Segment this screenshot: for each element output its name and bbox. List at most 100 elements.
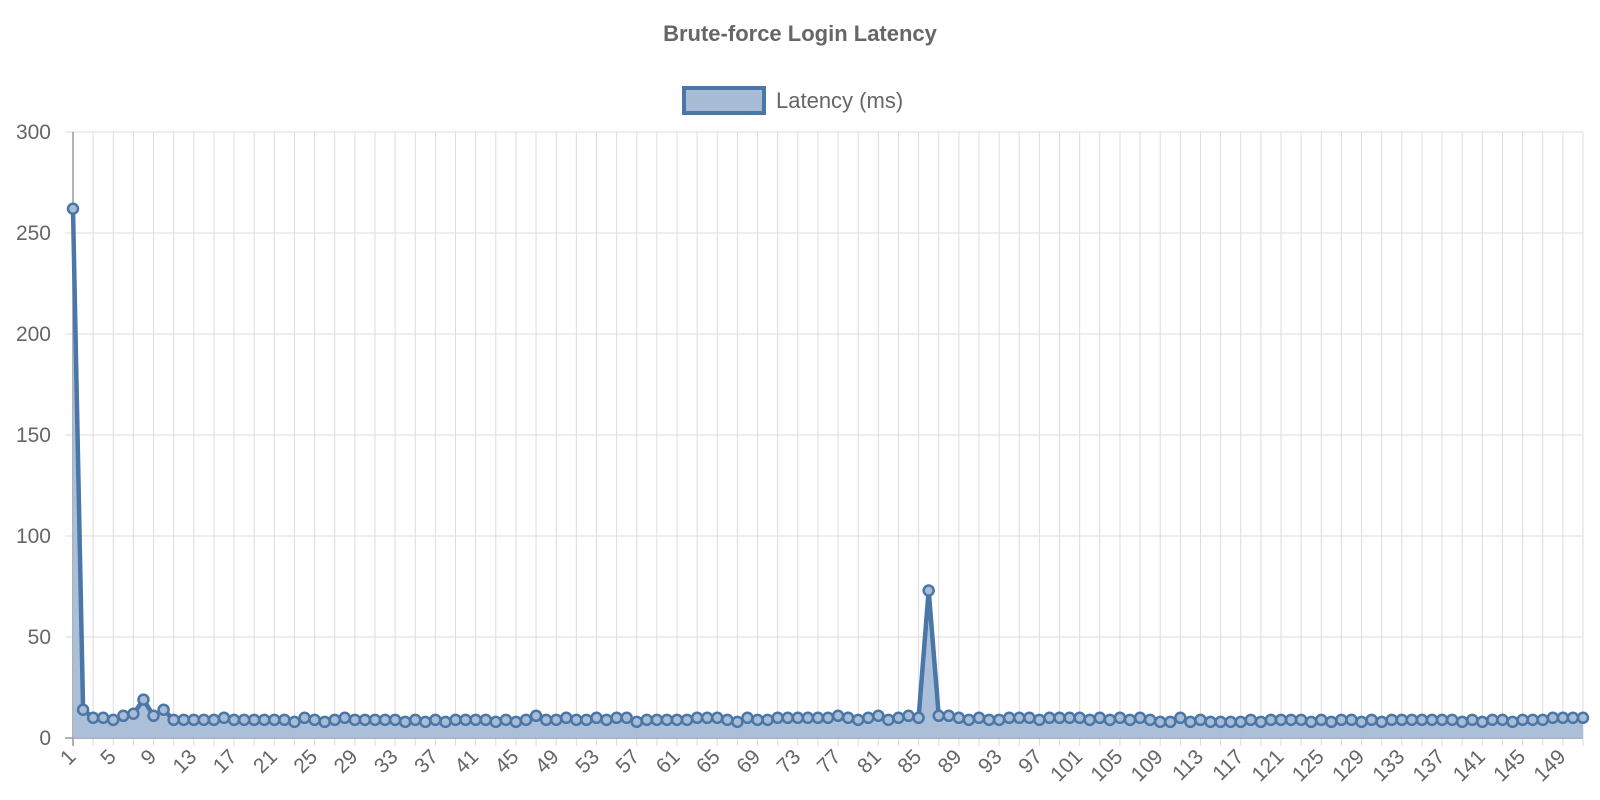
data-point[interactable] xyxy=(1244,713,1258,727)
data-point[interactable] xyxy=(1405,713,1419,727)
data-point[interactable] xyxy=(821,711,835,725)
data-point[interactable] xyxy=(549,713,563,727)
data-point[interactable] xyxy=(227,713,241,727)
data-point[interactable] xyxy=(378,713,392,727)
data-point[interactable] xyxy=(580,713,593,727)
data-point[interactable] xyxy=(1274,713,1288,727)
data-point[interactable] xyxy=(1143,713,1157,727)
data-point[interactable] xyxy=(1496,713,1509,727)
data-point[interactable] xyxy=(76,703,90,716)
data-point[interactable] xyxy=(1204,715,1217,729)
data-point[interactable] xyxy=(308,713,321,727)
data-point[interactable] xyxy=(570,713,583,727)
data-point[interactable] xyxy=(1304,715,1318,729)
data-point[interactable] xyxy=(409,713,422,727)
data-point[interactable] xyxy=(1023,711,1036,725)
data-point[interactable] xyxy=(791,711,805,725)
data-point[interactable] xyxy=(66,202,80,216)
data-point[interactable] xyxy=(731,715,744,729)
data-point[interactable] xyxy=(96,711,110,725)
data-point[interactable] xyxy=(1043,711,1056,725)
data-point[interactable] xyxy=(1576,711,1590,725)
data-point[interactable] xyxy=(348,713,362,727)
data-point[interactable] xyxy=(86,711,100,725)
data-point[interactable] xyxy=(1546,711,1560,725)
data-point[interactable] xyxy=(912,711,925,725)
data-point[interactable] xyxy=(1164,715,1177,729)
data-point[interactable] xyxy=(258,713,271,727)
data-point[interactable] xyxy=(992,713,1006,727)
data-point[interactable] xyxy=(449,713,462,727)
data-point[interactable] xyxy=(268,713,281,727)
data-point[interactable] xyxy=(459,713,472,727)
data-point[interactable] xyxy=(278,713,291,727)
data-point[interactable] xyxy=(862,711,875,725)
data-point[interactable] xyxy=(680,713,694,727)
data-point[interactable] xyxy=(1214,715,1227,729)
data-point[interactable] xyxy=(761,713,774,727)
data-point[interactable] xyxy=(1113,711,1127,725)
data-point[interactable] xyxy=(137,693,150,706)
data-point[interactable] xyxy=(489,715,503,729)
data-point[interactable] xyxy=(1153,715,1167,729)
data-point[interactable] xyxy=(1294,713,1308,727)
data-point[interactable] xyxy=(811,711,825,725)
data-point[interactable] xyxy=(650,713,664,727)
data-point[interactable] xyxy=(1264,713,1278,727)
data-point[interactable] xyxy=(157,703,170,716)
data-point[interactable] xyxy=(721,713,734,727)
data-point[interactable] xyxy=(217,711,231,725)
data-point[interactable] xyxy=(711,711,724,725)
data-point[interactable] xyxy=(922,584,935,597)
data-point[interactable] xyxy=(358,713,372,727)
data-point[interactable] xyxy=(1234,715,1247,729)
data-point[interactable] xyxy=(1325,715,1338,729)
data-point[interactable] xyxy=(781,711,794,725)
data-point[interactable] xyxy=(1355,715,1368,729)
data-point[interactable] xyxy=(560,711,573,725)
data-point[interactable] xyxy=(801,711,815,725)
data-point[interactable] xyxy=(1123,713,1137,727)
data-point[interactable] xyxy=(509,715,523,729)
data-point[interactable] xyxy=(1466,713,1479,727)
data-point[interactable] xyxy=(1194,713,1207,727)
data-point[interactable] xyxy=(1365,713,1378,727)
data-point[interactable] xyxy=(519,713,533,727)
data-point[interactable] xyxy=(1566,711,1580,725)
data-point[interactable] xyxy=(952,711,966,725)
data-point[interactable] xyxy=(439,715,452,729)
data-point[interactable] xyxy=(318,715,331,729)
data-point[interactable] xyxy=(620,711,633,725)
data-point[interactable] xyxy=(590,711,603,725)
data-point[interactable] xyxy=(1093,711,1107,725)
data-point[interactable] xyxy=(1385,713,1398,727)
data-point[interactable] xyxy=(841,711,855,725)
data-point[interactable] xyxy=(1526,713,1539,727)
data-point[interactable] xyxy=(1002,711,1016,725)
data-point[interactable] xyxy=(1053,711,1066,725)
legend[interactable]: Latency (ms) xyxy=(682,86,903,115)
data-point[interactable] xyxy=(499,713,513,727)
data-point[interactable] xyxy=(882,713,895,727)
data-point[interactable] xyxy=(851,713,865,727)
data-point[interactable] xyxy=(338,711,352,725)
data-point[interactable] xyxy=(1033,713,1046,727)
data-point[interactable] xyxy=(107,713,120,727)
data-point[interactable] xyxy=(1415,713,1429,727)
data-point[interactable] xyxy=(419,715,432,729)
data-point[interactable] xyxy=(892,711,905,725)
data-point[interactable] xyxy=(630,715,643,729)
data-point[interactable] xyxy=(771,711,784,725)
data-point[interactable] xyxy=(1083,713,1096,727)
data-point[interactable] xyxy=(539,713,553,727)
data-point[interactable] xyxy=(1063,711,1076,725)
data-point[interactable] xyxy=(600,713,613,727)
data-point[interactable] xyxy=(117,709,130,723)
data-point[interactable] xyxy=(741,711,754,725)
data-point[interactable] xyxy=(1284,713,1298,727)
data-point[interactable] xyxy=(942,709,956,723)
data-point[interactable] xyxy=(902,709,915,723)
data-point[interactable] xyxy=(660,713,674,727)
data-point[interactable] xyxy=(962,713,976,727)
data-point[interactable] xyxy=(368,713,382,727)
